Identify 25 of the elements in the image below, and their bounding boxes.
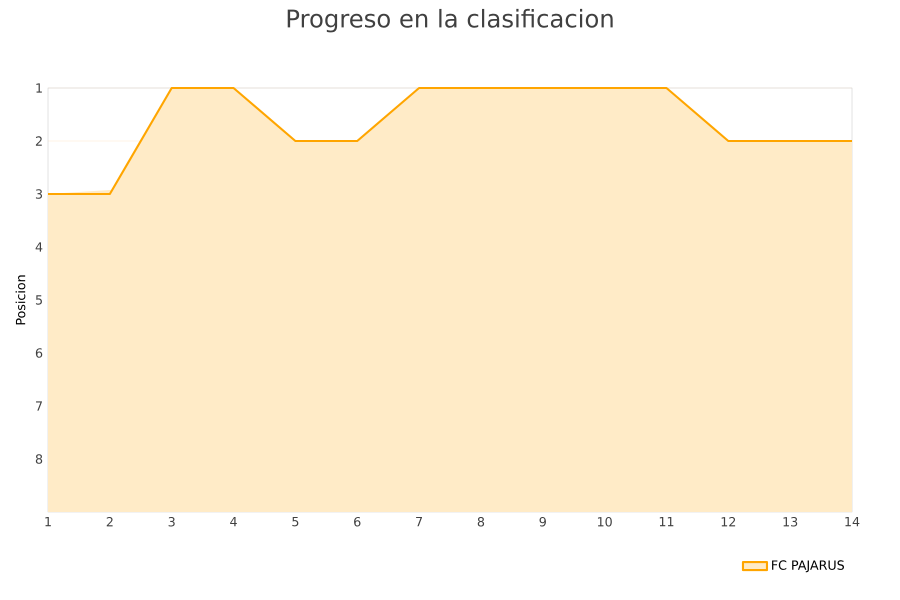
y-tick-label: 3 — [36, 189, 42, 199]
y-tick-label: 6 — [36, 348, 42, 358]
legend-label: FC PAJARUS — [772, 560, 844, 572]
x-tick-label: 14 — [845, 516, 860, 526]
x-tick-label: 4 — [230, 516, 237, 526]
x-tick-label: 6 — [354, 516, 360, 527]
y-tick-label: 1 — [36, 83, 42, 93]
x-tick-label: 5 — [292, 516, 298, 526]
x-tick-label: 11 — [660, 516, 674, 526]
x-tick-label: 1 — [45, 516, 51, 526]
x-tick-label: 9 — [540, 516, 546, 527]
x-tick-label: 7 — [416, 516, 422, 526]
y-tick-label: 2 — [36, 136, 42, 146]
x-tick-label: 8 — [478, 516, 484, 527]
x-tick-label: 13 — [784, 516, 798, 527]
chart-title: Progreso en la clasificacion — [288, 8, 613, 32]
y-tick-label: 7 — [36, 401, 42, 411]
y-tick-label: 4 — [36, 242, 42, 252]
x-tick-label: 12 — [722, 516, 736, 526]
y-tick-label: 5 — [36, 295, 42, 305]
y-tick-label: 8 — [36, 454, 42, 464]
x-tick-label: 10 — [598, 516, 612, 527]
x-tick-label: 3 — [168, 516, 175, 527]
y-axis-title: Posicion — [16, 275, 26, 324]
x-tick-label: 2 — [106, 516, 113, 526]
